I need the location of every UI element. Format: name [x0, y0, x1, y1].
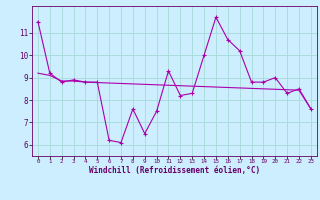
X-axis label: Windchill (Refroidissement éolien,°C): Windchill (Refroidissement éolien,°C)	[89, 166, 260, 175]
